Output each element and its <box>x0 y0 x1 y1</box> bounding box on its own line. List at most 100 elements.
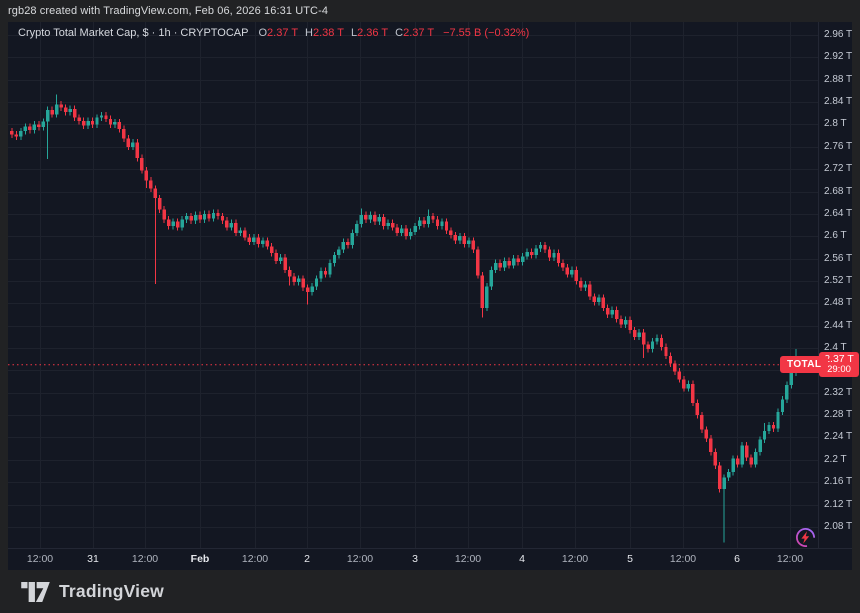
candle-body <box>471 240 476 250</box>
candle-body <box>131 142 135 147</box>
candle-body <box>574 269 579 281</box>
boost-lightning-icon[interactable] <box>794 526 817 549</box>
candle-body <box>767 425 771 431</box>
candle-body <box>709 438 713 453</box>
candle-body <box>90 121 95 125</box>
time-tick-label-major: 3 <box>412 553 418 565</box>
candle-body <box>503 260 507 268</box>
candle-body <box>458 236 462 241</box>
candle-body <box>301 278 305 288</box>
candle-body <box>776 411 780 429</box>
price-tick-label: 2.32 T <box>824 386 853 398</box>
time-tick-label-major: 2 <box>304 553 310 565</box>
candles <box>10 94 798 543</box>
candle-body <box>247 237 252 242</box>
candle-body <box>673 363 677 372</box>
candle-body <box>332 255 337 264</box>
candle-body <box>713 452 717 466</box>
chart-legend: Crypto Total Market Cap, $ · 1h · CRYPTO… <box>18 27 529 41</box>
candle-body <box>140 157 144 171</box>
time-tick-label: 12:00 <box>131 553 159 565</box>
candle-body <box>655 337 659 342</box>
candle-body <box>480 275 484 308</box>
price-tick-label: 2.96 T <box>824 29 853 40</box>
price-tick-label: 2.84 T <box>824 96 853 108</box>
candle-body <box>319 270 323 279</box>
candle-body <box>700 415 704 430</box>
candle-body <box>570 269 574 275</box>
candle-body <box>238 230 243 233</box>
candle-body <box>122 128 126 139</box>
candle-body <box>117 122 122 129</box>
candle-body <box>243 230 247 238</box>
time-tick-label: 12:00 <box>346 553 374 565</box>
candle-body <box>373 214 377 222</box>
candle-body <box>359 214 364 224</box>
tradingview-wordmark[interactable]: TradingView <box>59 581 164 601</box>
candle-body <box>408 231 413 237</box>
candle-body <box>462 236 467 245</box>
candle-body <box>77 117 81 122</box>
price-tick-label: 2.56 T <box>824 252 853 264</box>
candle-body <box>435 219 440 227</box>
time-tick-label: 12:00 <box>776 553 804 565</box>
ohlc-low-label: L <box>351 27 358 39</box>
candle-body <box>583 284 588 288</box>
time-tick-label-major: 6 <box>734 553 740 565</box>
candle-body <box>86 121 90 126</box>
price-tick-label: 2.8 T <box>824 118 847 130</box>
candle-body <box>108 118 113 125</box>
candle-body <box>158 198 162 210</box>
candle-body <box>399 228 404 233</box>
time-tick-label: 12:00 <box>561 553 589 565</box>
time-tick-label: 12:00 <box>454 553 482 565</box>
candle-body <box>216 212 220 217</box>
candle-body <box>780 399 785 412</box>
candle-body <box>404 228 408 237</box>
candle-body <box>543 245 547 250</box>
candle-body <box>149 180 153 189</box>
candle-body <box>395 227 399 233</box>
candle-body <box>310 286 314 293</box>
candlestick-chart[interactable] <box>8 22 852 570</box>
chart-panel[interactable]: Crypto Total Market Cap, $ · 1h · CRYPTO… <box>8 22 859 570</box>
tradingview-logo-icon[interactable] <box>21 581 50 602</box>
candle-body <box>14 134 19 137</box>
time-tick-label-major: 5 <box>627 553 633 565</box>
candle-body <box>50 109 54 115</box>
price-tick-label: 2.12 T <box>824 498 853 510</box>
price-line-symbol-badge: TOTAL <box>780 355 829 373</box>
candle-body <box>507 260 511 266</box>
candle-body <box>646 344 650 350</box>
candle-body <box>758 439 762 453</box>
candle-body <box>718 465 722 489</box>
price-tick-label: 2.76 T <box>824 140 853 152</box>
candle-body <box>789 372 794 385</box>
time-axis[interactable]: 12:00 31 12:00 Feb 12:00 2 12:00 3 12:00 4 12:00 5 1… <box>8 548 852 570</box>
candle-body <box>735 458 740 465</box>
candle-body <box>727 472 731 478</box>
candle-body <box>422 220 426 224</box>
candle-body <box>538 245 543 249</box>
candle-body <box>296 278 301 283</box>
candle-body <box>695 402 700 416</box>
bar-countdown: 29:00 <box>827 363 851 375</box>
candle-body <box>485 286 489 308</box>
candle-body <box>162 209 166 220</box>
candle-body <box>10 131 14 135</box>
candle-body <box>668 355 673 364</box>
candle-body <box>337 249 341 256</box>
candle-body <box>229 222 234 228</box>
candle-body <box>328 263 332 275</box>
candle-body <box>453 235 458 241</box>
candle-body <box>144 170 148 181</box>
price-axis[interactable]: 2.96 T 2.92 T 2.88 T 2.84 T 2.8 T 2.76 T 2.72 … <box>818 22 859 548</box>
candle-body <box>619 318 623 325</box>
ohlc-close-value: 2.37 T <box>403 27 435 39</box>
candle-body <box>287 269 292 277</box>
candle-body <box>664 346 668 356</box>
candle-body <box>740 445 744 465</box>
candle-body <box>601 297 605 308</box>
candle-body <box>261 240 265 245</box>
